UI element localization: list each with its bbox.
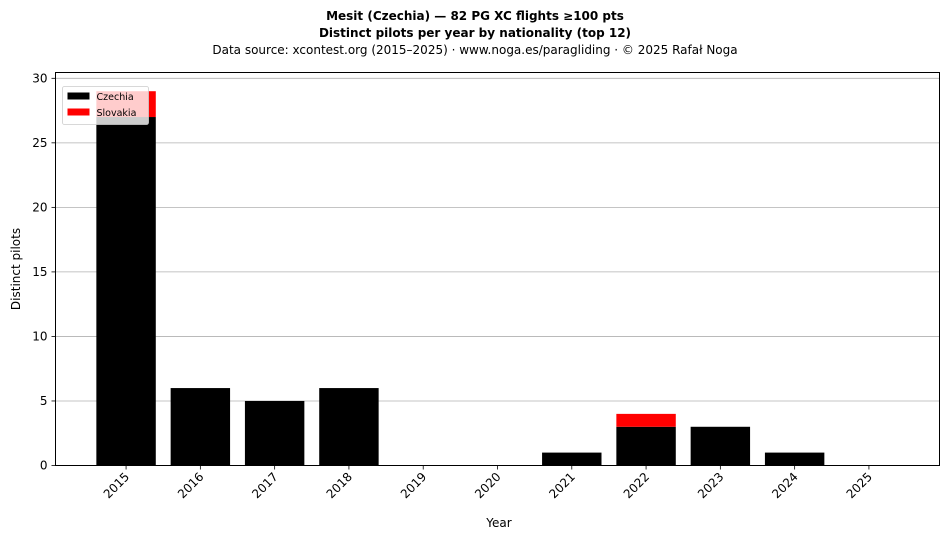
chart-title: Mesit (Czechia) — 82 PG XC flights ≥100 …: [326, 9, 624, 23]
y-tick-label: 5: [40, 394, 48, 408]
legend-label-czechia: Czechia: [97, 92, 134, 103]
x-tick-label: 2023: [695, 470, 726, 501]
x-tick-label: 2024: [769, 470, 800, 501]
y-axis-label: Distinct pilots: [9, 228, 23, 310]
x-tick-label: 2015: [101, 470, 132, 501]
y-tick-label: 10: [32, 329, 47, 343]
legend-label-slovakia: Slovakia: [97, 108, 137, 119]
bar-czechia-2018: [319, 388, 379, 466]
y-tick-label: 0: [40, 459, 48, 473]
x-tick-label: 2021: [546, 470, 577, 501]
bar-czechia-2021: [542, 452, 602, 466]
chart-subtitle: Data source: xcontest.org (2015–2025) · …: [212, 43, 738, 57]
bar-czechia-2017: [244, 400, 305, 466]
x-tick-label: 2025: [844, 470, 875, 501]
x-tick-label: 2022: [621, 470, 652, 501]
bar-czechia-2016: [170, 388, 231, 466]
bars: [96, 91, 825, 466]
y-tick-label: 15: [32, 265, 47, 279]
x-tick-label: 2018: [324, 470, 355, 501]
x-tick-label: 2019: [398, 470, 429, 501]
bar-czechia-2024: [764, 452, 825, 466]
legend-swatch-czechia: [67, 92, 90, 100]
x-tick-label: 2016: [175, 470, 206, 501]
x-tick-label: 2020: [472, 470, 503, 501]
x-axis-ticks: 2015 2016 2017 2018 2019 2020 2021 2022 2023 2024…: [101, 465, 875, 501]
y-axis-ticks: 0 5 10 15 20 25 30: [32, 71, 56, 473]
legend-swatch-slovakia: [67, 108, 90, 116]
bar-czechia-2015: [96, 117, 156, 466]
bar-czechia-2022: [616, 426, 676, 466]
bar-slovakia-2022: [616, 413, 676, 427]
chart-title-line-2: Distinct pilots per year by nationality …: [318, 26, 632, 40]
x-axis-label: Year: [485, 516, 511, 530]
y-tick-label: 20: [32, 200, 47, 214]
legend: Czechia Slovakia: [62, 86, 149, 125]
y-tick-label: 30: [32, 71, 47, 85]
x-tick-label: 2017: [249, 470, 280, 501]
y-tick-label: 25: [32, 136, 47, 150]
bar-czechia-2023: [690, 426, 751, 466]
